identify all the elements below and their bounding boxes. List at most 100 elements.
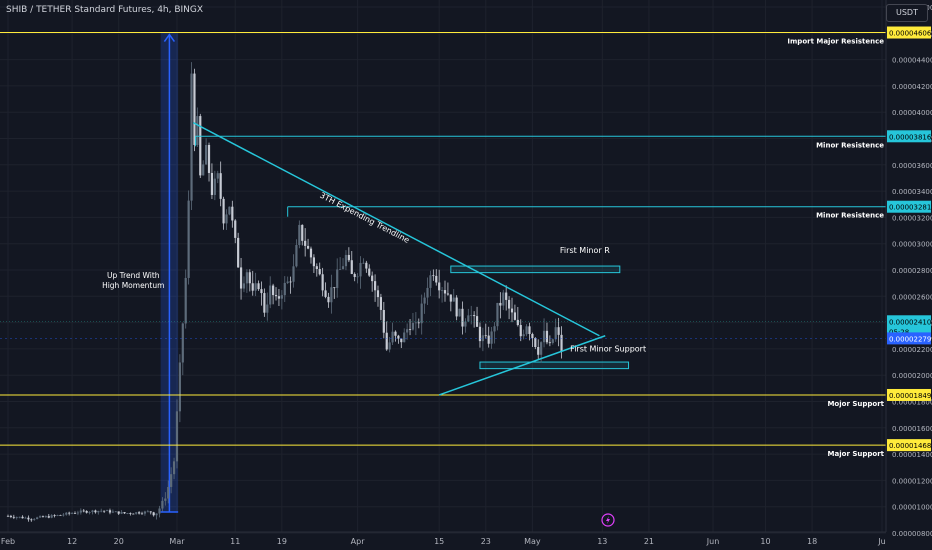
candle-body xyxy=(41,516,45,518)
candle-body xyxy=(65,512,68,515)
candle-body xyxy=(277,296,281,299)
candle-body xyxy=(403,332,406,343)
candle-body xyxy=(473,315,476,317)
candle-body xyxy=(152,512,155,516)
candle-body xyxy=(202,164,205,176)
candle-body xyxy=(108,510,112,513)
x-tick-label: 19 xyxy=(277,537,287,546)
candle-body xyxy=(304,240,307,246)
candle-body xyxy=(368,268,371,276)
candle-body xyxy=(525,326,528,335)
candle-body xyxy=(219,173,222,199)
candle-body xyxy=(132,513,135,515)
price-level-name: Minor Resistence xyxy=(816,212,884,220)
y-tick-label: 0.000020000 xyxy=(892,372,932,380)
price-badge-label: 0.000032813 xyxy=(889,204,932,212)
candle-body xyxy=(336,269,339,288)
candle-body xyxy=(146,511,149,513)
candle-body xyxy=(6,515,10,517)
countdown-label: 05:28 xyxy=(889,328,909,336)
candle-body xyxy=(9,515,13,517)
candle-body xyxy=(140,513,144,515)
candle-body xyxy=(269,285,272,305)
price-badge xyxy=(887,200,931,213)
candle-body xyxy=(362,262,365,264)
candle-body xyxy=(47,516,50,518)
candle-body xyxy=(97,510,100,513)
candle-body xyxy=(318,268,321,275)
candle-body xyxy=(391,331,394,343)
candle-body xyxy=(531,333,534,339)
candle-body xyxy=(414,322,417,324)
candle-body xyxy=(545,330,549,343)
candle-body xyxy=(222,198,225,224)
zone-box xyxy=(450,265,621,274)
trendlines xyxy=(192,122,606,396)
candle-body xyxy=(516,319,519,326)
candle-body xyxy=(263,293,266,313)
candle-body xyxy=(135,512,138,514)
first-minor-support-label: First Minor Support xyxy=(570,345,646,354)
candle-body xyxy=(149,511,152,513)
candle-body xyxy=(359,262,362,277)
candle-body xyxy=(175,411,179,462)
candle-body xyxy=(548,342,551,344)
candle-body xyxy=(56,515,59,516)
candle-body xyxy=(417,322,420,324)
candle-body xyxy=(446,293,450,295)
y-tick-label: 0.000010000 xyxy=(892,504,932,512)
candle-body xyxy=(242,283,246,289)
candle-body xyxy=(452,297,455,302)
candle-body xyxy=(327,296,330,303)
candle-body xyxy=(309,248,313,258)
price-level-name: Import Major Resistence xyxy=(787,38,884,46)
candle-body xyxy=(50,515,53,518)
candle-body xyxy=(341,266,345,269)
candle-body xyxy=(38,516,42,518)
candle-body xyxy=(306,245,310,249)
candle-body xyxy=(260,289,263,294)
currency-selector[interactable]: USDT xyxy=(886,4,928,22)
x-tick-label: Feb xyxy=(1,537,15,546)
candle-body xyxy=(120,512,123,514)
lightning-icon[interactable] xyxy=(601,513,615,527)
y-tick-label: 0.000026000 xyxy=(892,293,932,301)
candle-body xyxy=(502,292,505,306)
price-level-name: Major Support xyxy=(828,450,885,458)
candle-body xyxy=(423,297,426,304)
y-tick-label: 0.000016000 xyxy=(892,425,932,433)
time-axis: Feb 12 20 Mar 11 19 Apr 15 23 May 13 21 Jun 10 18 Ju xyxy=(1,537,886,546)
candle-body xyxy=(129,513,132,514)
candle-body xyxy=(356,276,359,278)
candle-body xyxy=(493,326,496,332)
level-lines: Import Major Resistence Minor Resistence M… xyxy=(0,32,886,458)
candle-body xyxy=(114,511,117,513)
x-tick-label: Jun xyxy=(706,537,720,546)
candle-body xyxy=(385,332,388,350)
candle-body xyxy=(251,283,254,291)
candle-body xyxy=(365,262,368,269)
price-badge xyxy=(887,439,931,452)
candle-body xyxy=(62,514,65,516)
candle-body xyxy=(21,516,24,519)
candle-body xyxy=(522,334,525,337)
x-tick-label: 15 xyxy=(434,537,444,546)
candle-body xyxy=(257,283,260,290)
candle-body xyxy=(283,282,286,296)
candle-body xyxy=(237,237,240,268)
price-axis-panel[interactable] xyxy=(886,0,932,550)
candle-body xyxy=(560,334,563,352)
candle-body xyxy=(388,342,391,350)
candle-body xyxy=(117,511,120,514)
candle-body xyxy=(59,515,62,516)
previous-price-badge xyxy=(887,332,931,345)
x-tick-label: 23 xyxy=(481,537,491,546)
y-tick-label: 0.000014000 xyxy=(892,451,932,459)
candle-body xyxy=(371,275,374,282)
price-badge-label: 0.000014682 xyxy=(889,442,932,450)
candle-body xyxy=(272,285,275,296)
candle-body xyxy=(330,287,333,303)
candle-body xyxy=(537,346,540,355)
candle-body xyxy=(400,338,403,343)
